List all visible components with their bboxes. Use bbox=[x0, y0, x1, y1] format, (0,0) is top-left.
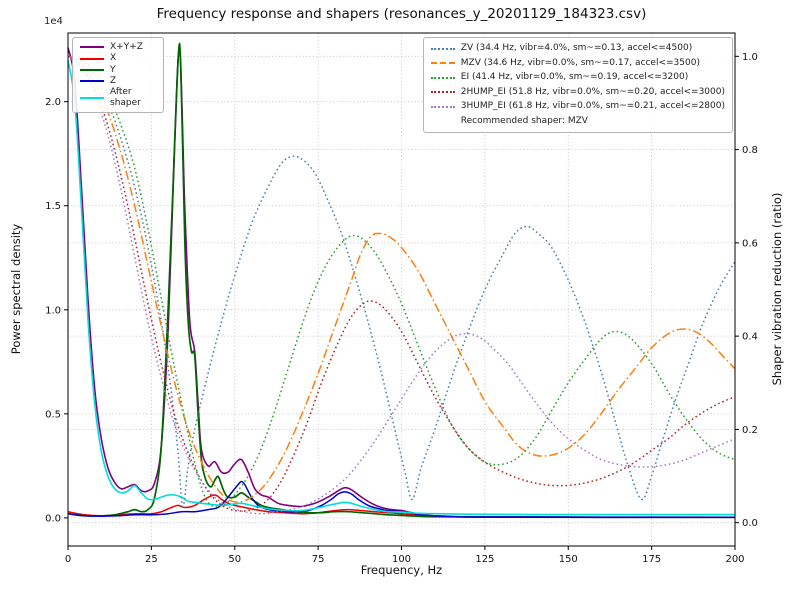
line-sample-2hump-ei bbox=[430, 91, 455, 94]
legend-label: EI (41.4 Hz, vibr=0.0%, sm~=0.19, accel<… bbox=[460, 72, 689, 82]
legend-item-ei: EI (41.4 Hz, vibr=0.0%, sm~=0.19, accel<… bbox=[430, 71, 725, 85]
svg-text:175: 175 bbox=[642, 554, 661, 565]
line-sample-z bbox=[80, 80, 104, 83]
chart-title: Frequency response and shapers (resonanc… bbox=[156, 6, 647, 22]
line-sample-x bbox=[80, 57, 104, 60]
legend-label: ZV (34.4 Hz, vibr=4.0%, sm~=0.13, accel<… bbox=[460, 43, 693, 53]
svg-text:1.0: 1.0 bbox=[742, 52, 758, 63]
legend-label: After shaper bbox=[110, 87, 141, 108]
legend-item-zv: ZV (34.4 Hz, vibr=4.0%, sm~=0.13, accel<… bbox=[430, 42, 725, 56]
recommended-shaper-note: Recommended shaper: MZV bbox=[460, 115, 588, 126]
line-sample-y bbox=[80, 68, 104, 71]
svg-text:1.5: 1.5 bbox=[45, 201, 61, 212]
svg-text:25: 25 bbox=[145, 554, 158, 565]
legend-label: MZV (34.6 Hz, vibr=0.0%, sm~=0.17, accel… bbox=[460, 57, 700, 68]
svg-text:125: 125 bbox=[475, 554, 494, 565]
svg-text:75: 75 bbox=[312, 554, 325, 565]
svg-text:0.0: 0.0 bbox=[742, 518, 758, 529]
legend-label: 2HUMP_EI (51.8 Hz, vibr=0.0%, sm~=0.20, … bbox=[460, 86, 725, 97]
legend-item-2hump-ei: 2HUMP_EI (51.8 Hz, vibr=0.0%, sm~=0.20, … bbox=[430, 86, 725, 100]
legend-item-y: Y bbox=[80, 65, 156, 75]
x-axis-label: Frequency, Hz bbox=[360, 563, 443, 577]
svg-text:50: 50 bbox=[228, 554, 241, 565]
legend-item-xyz: X+Y+Z bbox=[80, 42, 156, 52]
svg-text:200: 200 bbox=[725, 554, 744, 565]
svg-text:0.8: 0.8 bbox=[742, 145, 758, 156]
line-sample-ei bbox=[430, 76, 455, 79]
left-y-axis-label: Power spectral density bbox=[9, 223, 23, 355]
legend-item-after-shaper: After shaper bbox=[80, 87, 156, 108]
legend-label: Z bbox=[110, 76, 117, 87]
line-sample-mzv bbox=[430, 62, 455, 65]
legend-label: X+Y+Z bbox=[110, 42, 143, 52]
legend-label: 3HUMP_EI (61.8 Hz, vibr=0.0%, sm~=0.21, … bbox=[460, 101, 725, 111]
svg-text:1.0: 1.0 bbox=[45, 305, 61, 316]
svg-text:0.2: 0.2 bbox=[742, 425, 758, 436]
legend-item-z: Z bbox=[80, 76, 156, 86]
legend-item-recommendation: Recommended shaper: MZV bbox=[431, 115, 725, 129]
svg-text:100: 100 bbox=[392, 554, 411, 565]
svg-text:150: 150 bbox=[559, 554, 578, 565]
shaper-legend: ZV (34.4 Hz, vibr=4.0%, sm~=0.13, accel<… bbox=[422, 37, 733, 133]
line-sample-after-shaper bbox=[80, 96, 104, 99]
y-axis-offset-text: 1e4 bbox=[44, 16, 63, 27]
legend-item-3hump-ei: 3HUMP_EI (61.8 Hz, vibr=0.0%, sm~=0.21, … bbox=[430, 100, 725, 114]
legend-label: Y bbox=[110, 64, 116, 75]
svg-text:0.5: 0.5 bbox=[45, 409, 61, 420]
psd-legend: X+Y+Z X Y Z After shaper bbox=[72, 37, 164, 114]
line-sample-empty bbox=[431, 120, 455, 122]
svg-text:0.0: 0.0 bbox=[45, 513, 61, 524]
line-sample-3hump-ei bbox=[430, 105, 455, 108]
legend-item-mzv: MZV (34.6 Hz, vibr=0.0%, sm~=0.17, accel… bbox=[430, 57, 725, 71]
svg-text:0.4: 0.4 bbox=[742, 332, 758, 343]
svg-text:2.0: 2.0 bbox=[45, 97, 61, 108]
right-y-axis-label: Shaper vibration reduction (ratio) bbox=[770, 192, 784, 386]
line-sample-zv bbox=[430, 47, 455, 50]
line-sample-xyz bbox=[80, 46, 104, 49]
svg-text:0.6: 0.6 bbox=[742, 238, 758, 249]
legend-item-x: X bbox=[80, 53, 156, 63]
svg-text:0: 0 bbox=[65, 554, 71, 565]
legend-label: X bbox=[110, 53, 117, 64]
